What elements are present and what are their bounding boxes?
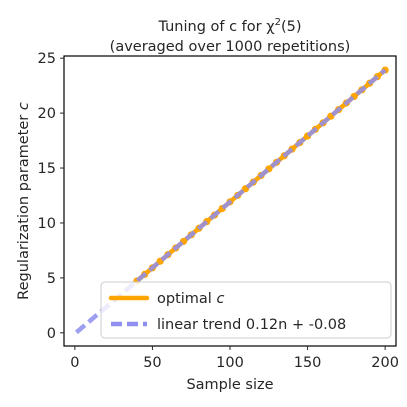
x-tick-label: 0 [70, 355, 79, 371]
chart-title-line1: Tuning of c for χ2(5) [157, 17, 301, 35]
x-axis-label: Sample size [186, 377, 273, 393]
x-tick-label: 50 [143, 355, 161, 371]
y-tick-label: 20 [38, 106, 56, 122]
chart-title-superscript: 2 [275, 17, 281, 28]
legend-box [100, 281, 392, 339]
y-axis-label: Regularization parameter c [16, 102, 32, 300]
y-tick-label: 25 [38, 51, 56, 67]
y-tick-label: 0 [47, 326, 56, 342]
legend-label-optimal: optimal c [157, 291, 224, 307]
x-tick-label: 100 [216, 355, 244, 371]
x-ticks: 0 50 100 150 200 [70, 346, 399, 371]
x-tick-label: 150 [294, 355, 322, 371]
legend: optimal c linear trend 0.12n + -0.08 [100, 281, 392, 339]
y-ticks: 0 5 10 15 20 25 [38, 51, 64, 342]
y-tick-label: 10 [38, 216, 56, 232]
x-tick-label: 200 [371, 355, 399, 371]
y-tick-label: 5 [47, 271, 56, 287]
legend-label-trend: linear trend 0.12n + -0.08 [157, 317, 346, 333]
chart-title-line2: (averaged over 1000 repetitions) [110, 39, 351, 55]
y-tick-label: 15 [38, 161, 56, 177]
